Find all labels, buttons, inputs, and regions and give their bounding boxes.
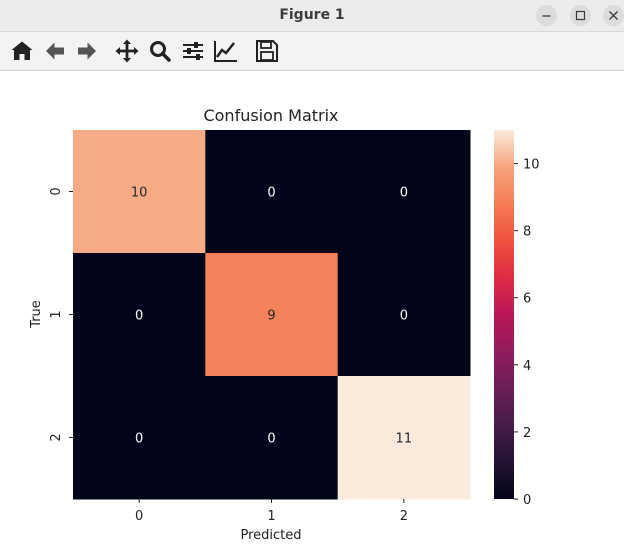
navigation-toolbar [0, 32, 624, 71]
minimize-icon [542, 15, 551, 17]
y-tick-label: 2 [49, 433, 64, 441]
heatmap-cell [205, 130, 339, 254]
zoom-icon [150, 41, 171, 62]
x-tick-label: 2 [400, 509, 408, 524]
title-bar: Figure 1 [0, 0, 624, 32]
y-axis: 0 1 2 [49, 187, 73, 442]
configure-subplots-button[interactable] [179, 37, 207, 65]
x-tick-label: 0 [135, 509, 143, 524]
cell-value-label: 0 [400, 186, 408, 201]
cell-value-label: 0 [267, 432, 275, 447]
colorbar-tick-label: 0 [523, 493, 531, 508]
edit-axis-icon [214, 41, 237, 62]
pan-icon [115, 39, 139, 63]
x-axis: 0 1 2 [135, 499, 408, 524]
back-icon [46, 42, 64, 60]
cell-value-label: 10 [131, 186, 148, 201]
heatmap-cell [337, 376, 471, 500]
maximize-button[interactable] [570, 5, 591, 26]
x-tick-label: 1 [267, 509, 275, 524]
plot-canvas: Confusion Matrix 10 0 0 0 9 0 0 0 11 0 1 2 0 1 2 Pre… [0, 71, 624, 544]
window-title: Figure 1 [279, 7, 345, 23]
configure-subplots-icon [183, 42, 203, 60]
heatmap-cell [337, 130, 471, 254]
home-button[interactable] [8, 37, 36, 65]
heatmap-cells: 10 0 0 0 9 0 0 0 11 [73, 130, 471, 500]
pan-button[interactable] [113, 37, 141, 65]
colorbar [494, 130, 514, 499]
cell-value-label: 0 [400, 309, 408, 324]
colorbar-tick-label: 6 [523, 292, 531, 307]
minimize-button[interactable] [536, 5, 557, 26]
heatmap-cell [73, 376, 206, 500]
x-axis-label: Predicted [240, 528, 301, 543]
heatmap-cell [73, 130, 206, 254]
edit-axis-button[interactable] [212, 37, 240, 65]
y-tick-label: 0 [49, 187, 64, 195]
colorbar-axis: 0 2 4 6 8 10 [514, 158, 540, 508]
heatmap-cell [337, 253, 471, 377]
forward-icon [78, 42, 96, 60]
close-button[interactable] [603, 5, 624, 26]
cell-value-label: 0 [267, 186, 275, 201]
cell-value-label: 0 [135, 309, 143, 324]
y-tick-label: 1 [49, 310, 64, 318]
cell-value-label: 0 [135, 432, 143, 447]
home-icon [11, 41, 33, 60]
save-icon [256, 40, 278, 62]
save-button[interactable] [253, 37, 281, 65]
colorbar-tick-label: 10 [523, 158, 540, 173]
heatmap-cell [205, 253, 339, 377]
y-axis-label: True [29, 300, 44, 329]
heatmap-figure: Confusion Matrix 10 0 0 0 9 0 0 0 11 0 1 2 0 1 2 Pre… [29, 106, 540, 543]
colorbar-tick-label: 4 [523, 359, 531, 374]
back-button[interactable] [41, 37, 69, 65]
heatmap-cell [205, 376, 339, 500]
cell-value-label: 11 [396, 432, 413, 447]
forward-button[interactable] [73, 37, 101, 65]
maximize-icon [575, 10, 586, 21]
zoom-button[interactable] [146, 37, 174, 65]
heatmap-cell [73, 253, 206, 377]
close-icon [609, 11, 618, 20]
colorbar-tick-label: 2 [523, 426, 531, 441]
cell-value-label: 9 [267, 309, 275, 324]
colorbar-tick-label: 8 [523, 225, 531, 240]
chart-title: Confusion Matrix [203, 106, 338, 125]
